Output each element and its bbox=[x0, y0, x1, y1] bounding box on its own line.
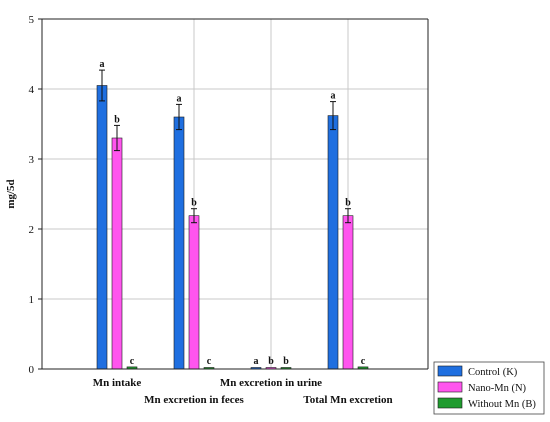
y-tick-label: 3 bbox=[29, 154, 35, 166]
legend-swatch bbox=[437, 397, 463, 409]
y-tick-label: 5 bbox=[29, 14, 35, 26]
bar bbox=[327, 115, 339, 370]
significance-letter: a bbox=[331, 91, 336, 102]
bar bbox=[173, 116, 185, 370]
y-tick-label: 0 bbox=[29, 364, 35, 376]
significance-letter: b bbox=[345, 198, 351, 209]
bar bbox=[342, 215, 354, 370]
y-tick-label: 2 bbox=[29, 224, 35, 236]
bar bbox=[111, 137, 123, 370]
x-category-label: Mn intake bbox=[93, 377, 142, 389]
legend-label: Control (K) bbox=[468, 367, 518, 378]
significance-letter: a bbox=[254, 356, 259, 367]
x-category-label: Mn excretion in urine bbox=[220, 377, 322, 389]
significance-letter: b bbox=[268, 356, 274, 367]
significance-letter: b bbox=[283, 356, 289, 367]
significance-letter: a bbox=[100, 59, 105, 70]
y-tick-label: 1 bbox=[29, 294, 35, 306]
x-category-label: Total Mn excretion bbox=[303, 394, 392, 406]
legend-swatch bbox=[437, 381, 463, 393]
significance-letter: c bbox=[130, 356, 135, 367]
significance-letter: c bbox=[361, 356, 366, 367]
significance-letter: b bbox=[114, 114, 120, 125]
x-category-label: Mn excretion in feces bbox=[144, 394, 244, 406]
y-tick-label: 4 bbox=[29, 84, 35, 96]
legend-label: Without Mn (B) bbox=[468, 399, 536, 410]
significance-letter: c bbox=[207, 356, 212, 367]
y-axis-label: mg/5d bbox=[5, 179, 17, 208]
significance-letter: a bbox=[177, 93, 182, 104]
bar bbox=[96, 85, 108, 370]
bar bbox=[188, 215, 200, 370]
significance-letter: b bbox=[191, 198, 197, 209]
legend-label: Nano-Mn (N) bbox=[468, 383, 527, 394]
legend-swatch bbox=[437, 365, 463, 377]
